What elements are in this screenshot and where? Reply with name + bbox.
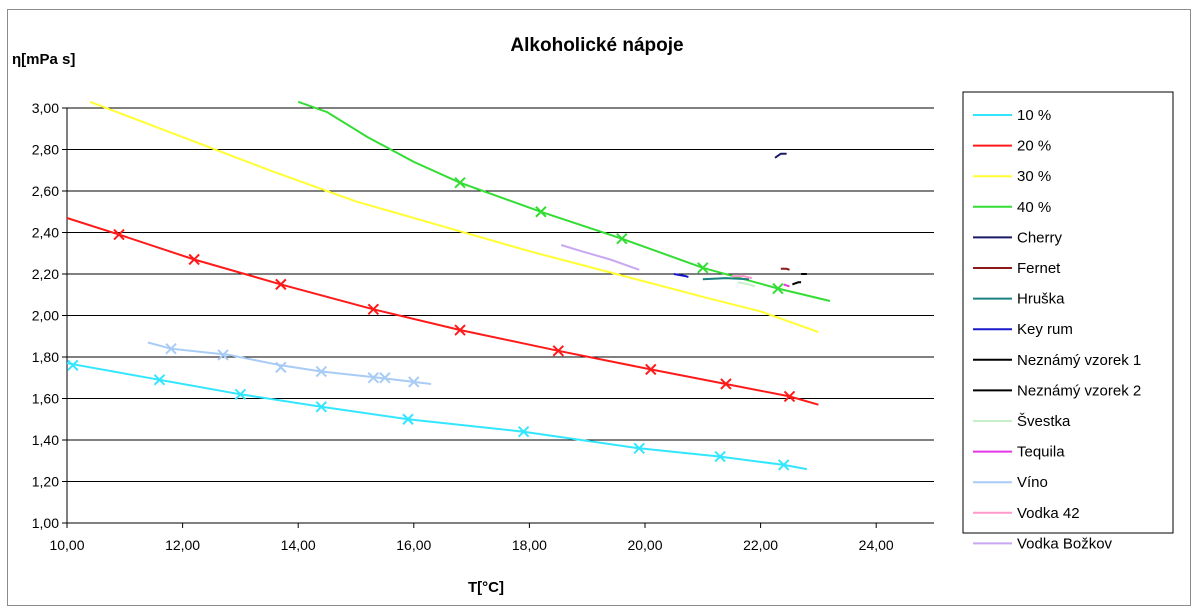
x-axis-title: T[°C]: [468, 579, 504, 596]
series-line: [297, 100, 831, 302]
y-tick-label: 1,80: [32, 349, 59, 365]
legend-item: Cherry: [1017, 229, 1063, 246]
y-tick-label: 1,00: [32, 515, 59, 531]
series-line: [66, 362, 807, 471]
data-point: [234, 388, 247, 401]
legend-item: Tequila: [1017, 444, 1065, 461]
legend-item: Víno: [1017, 474, 1048, 491]
y-tick-label: 3,00: [32, 100, 59, 116]
y-tick-label: 1,40: [32, 432, 59, 448]
data-point: [783, 390, 796, 403]
data-point: [217, 349, 229, 361]
data-point: [454, 176, 466, 189]
data-point: [367, 372, 380, 384]
legend-item: 10 %: [1017, 107, 1051, 124]
x-tick-label: 22,00: [743, 537, 778, 553]
legend-item: Vodka 42: [1017, 505, 1080, 522]
legend-item: 30 %: [1017, 168, 1051, 185]
legend-item: 40 %: [1017, 199, 1051, 216]
data-point: [188, 253, 200, 266]
data-point: [379, 372, 391, 384]
data-point: [633, 442, 645, 455]
x-tick-label: 16,00: [396, 537, 431, 553]
data-point: [552, 345, 565, 357]
y-tick-label: 1,20: [32, 474, 59, 490]
chart-title: Alkoholické nápoje: [510, 35, 683, 56]
legend-item: 20 %: [1017, 138, 1051, 155]
legend-item: Vodka Božkov: [1017, 535, 1113, 552]
x-tick-label: 10,00: [49, 537, 84, 553]
data-point: [616, 233, 628, 245]
series-line: [792, 281, 802, 286]
x-tick-label: 24,00: [859, 537, 894, 553]
y-tick-label: 2,20: [32, 266, 59, 282]
y-axis-title: η[mPa s]: [12, 51, 75, 68]
data-point: [408, 376, 420, 388]
series-line: [560, 244, 640, 271]
data-point: [697, 262, 709, 274]
x-tick-label: 12,00: [165, 537, 200, 553]
data-point: [367, 303, 380, 315]
data-point: [720, 378, 732, 390]
series-line: [147, 341, 432, 385]
data-point: [315, 365, 328, 378]
y-tick-label: 2,80: [32, 142, 59, 158]
data-point: [772, 282, 784, 295]
x-tick-label: 14,00: [281, 537, 316, 553]
data-point: [402, 413, 414, 425]
series-line: [66, 217, 819, 406]
series-line: [89, 100, 819, 334]
y-tick-label: 1,60: [32, 391, 59, 407]
series-line: [774, 152, 787, 159]
y-tick-label: 2,00: [32, 308, 59, 324]
legend-item: Hruška: [1017, 291, 1065, 308]
series-line: [673, 273, 689, 279]
data-point: [67, 359, 79, 372]
data-point: [778, 459, 790, 471]
series-line: [731, 275, 753, 280]
series-line: [702, 277, 750, 281]
series-line: [783, 283, 790, 288]
legend-item: Švestka: [1017, 413, 1071, 430]
series-line: [737, 281, 756, 288]
legend-item: Fernet: [1017, 260, 1061, 277]
data-point: [165, 342, 177, 355]
data-point: [275, 278, 287, 291]
data-point: [714, 450, 726, 463]
series-line: [780, 267, 790, 271]
y-tick-label: 2,60: [32, 183, 59, 199]
data-point: [315, 401, 328, 413]
data-point: [535, 206, 547, 218]
legend-item: Key rum: [1017, 321, 1073, 338]
data-point: [517, 425, 530, 438]
x-tick-label: 18,00: [512, 537, 547, 553]
data-point: [275, 361, 287, 374]
legend-item: Neznámý vzorek 1: [1017, 352, 1141, 369]
data-point: [113, 228, 125, 241]
legend-item: Neznámý vzorek 2: [1017, 382, 1141, 399]
data-point: [645, 363, 657, 376]
legend-box: [962, 91, 1174, 534]
y-tick-label: 2,40: [32, 225, 59, 241]
data-point: [454, 324, 466, 336]
x-tick-label: 20,00: [627, 537, 662, 553]
data-point: [153, 374, 166, 386]
